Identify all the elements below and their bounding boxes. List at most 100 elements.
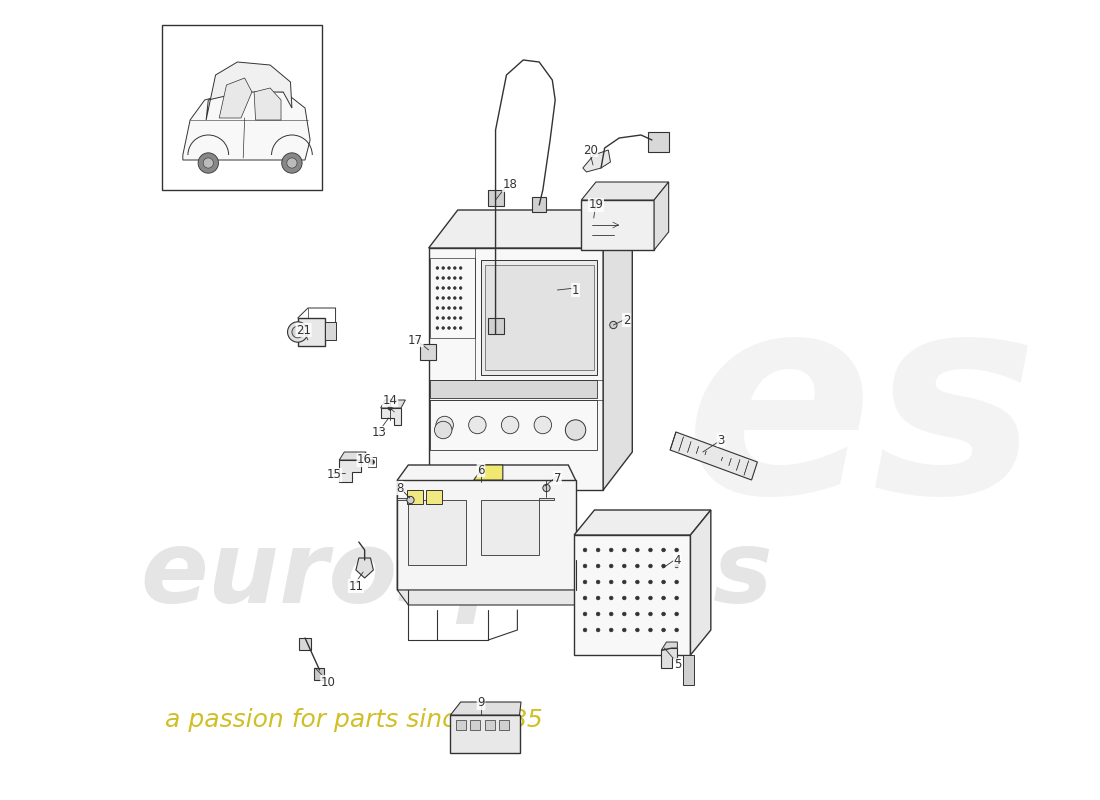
Bar [648,132,669,152]
Bar [430,258,475,338]
Circle shape [674,612,679,616]
Circle shape [460,266,462,270]
Circle shape [453,306,456,310]
Text: 13: 13 [372,426,386,439]
Text: 19: 19 [588,198,604,211]
Circle shape [609,596,613,600]
Polygon shape [183,90,310,160]
Polygon shape [451,702,521,715]
Circle shape [407,496,414,504]
Circle shape [674,580,679,584]
Circle shape [623,628,626,632]
Circle shape [662,548,665,552]
Circle shape [596,580,600,584]
Polygon shape [691,510,711,655]
Polygon shape [603,210,632,490]
Circle shape [434,422,452,438]
Circle shape [448,297,450,299]
Circle shape [565,420,585,440]
Polygon shape [654,182,669,250]
Circle shape [649,612,652,616]
Circle shape [623,596,626,600]
Bar [582,200,654,250]
Circle shape [636,628,639,632]
Text: 16: 16 [358,454,372,466]
Bar [163,25,322,190]
Circle shape [442,317,444,319]
Text: 14: 14 [383,394,397,406]
Circle shape [596,564,600,568]
Circle shape [448,326,450,330]
Polygon shape [661,648,678,668]
Circle shape [649,564,652,568]
Text: eurospares: eurospares [141,527,773,625]
Circle shape [662,564,665,568]
Text: es: es [684,281,1038,551]
Circle shape [609,628,613,632]
Circle shape [204,158,213,168]
Circle shape [583,548,586,552]
Circle shape [436,306,439,310]
Circle shape [436,266,439,270]
Text: 5: 5 [673,658,681,671]
Polygon shape [582,182,669,200]
Text: 18: 18 [503,178,517,191]
Bar [485,720,495,730]
Circle shape [436,416,453,434]
Circle shape [636,548,639,552]
Circle shape [448,266,450,270]
Circle shape [436,326,439,330]
Circle shape [636,596,639,600]
Circle shape [442,266,444,270]
Polygon shape [356,558,373,578]
Bar [485,265,594,370]
Circle shape [596,548,600,552]
Circle shape [609,580,613,584]
Circle shape [460,326,462,330]
Circle shape [623,612,626,616]
Circle shape [442,286,444,290]
Circle shape [448,317,450,319]
Bar [299,638,311,650]
Circle shape [649,548,652,552]
Bar [314,668,323,680]
Circle shape [542,484,550,492]
Circle shape [287,322,308,342]
Bar [455,720,465,730]
Circle shape [448,277,450,279]
Bar [298,318,326,346]
Circle shape [442,297,444,299]
Bar [481,260,597,375]
Circle shape [609,612,613,616]
Polygon shape [381,400,406,408]
Bar [487,318,504,334]
Circle shape [453,317,456,319]
Circle shape [583,612,586,616]
Circle shape [287,158,297,168]
Circle shape [442,326,444,330]
Text: 11: 11 [349,579,363,593]
Bar [532,197,547,212]
Circle shape [535,416,551,434]
Circle shape [198,153,219,173]
Circle shape [662,596,665,600]
Polygon shape [474,465,503,480]
Circle shape [502,416,519,434]
Circle shape [596,612,600,616]
Polygon shape [206,62,292,120]
Circle shape [460,306,462,310]
Polygon shape [539,498,553,500]
Circle shape [649,596,652,600]
Circle shape [583,596,586,600]
Text: 20: 20 [583,143,597,157]
Polygon shape [574,510,711,535]
Bar [430,380,597,398]
Circle shape [453,326,456,330]
Circle shape [662,612,665,616]
Circle shape [662,628,665,632]
Circle shape [448,286,450,290]
Bar [427,490,442,504]
Circle shape [674,596,679,600]
Circle shape [388,406,393,410]
Text: 15: 15 [327,469,341,482]
